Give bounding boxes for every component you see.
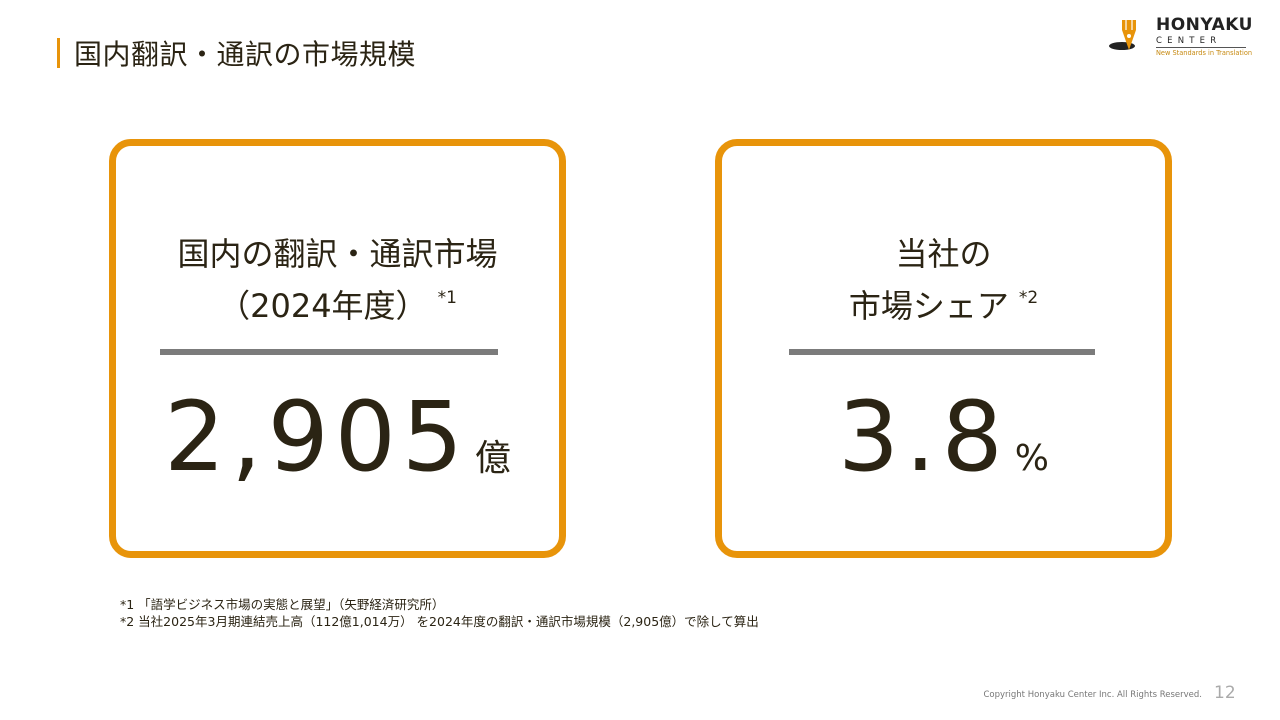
divider [160,349,498,355]
market-share-value: 3.8% [722,382,1165,514]
title-accent-bar [57,38,60,68]
divider [789,349,1095,355]
footnote-2: *2 当社2025年3月期連結売上高（112億1,014万） を2024年度の翻… [120,614,759,629]
value: 2,905 [164,381,469,493]
logo-rule [1156,47,1246,48]
footnote-1: *1 「語学ビジネス市場の実態と展望」（矢野経済研究所） [120,597,445,612]
page-title: 国内翻訳・通訳の市場規模 [74,38,417,71]
footnote-marker: *2 [1018,288,1039,308]
card-title: 国内の翻訳・通訳市場 （2024年度） *1 [116,228,559,338]
market-size-value: 2,905 億 [116,382,559,514]
card-title-line1: 当社の [895,235,992,273]
unit: % [1014,438,1049,479]
card-title-line2: （2024年度） [218,287,428,325]
value: 3.8 [838,381,1009,493]
footnote-marker: *1 [437,288,457,308]
company-logo: HONYAKU CENTER New Standards in Translat… [1108,16,1258,62]
logo-tagline: New Standards in Translation [1156,49,1253,57]
card-title: 当社の 市場シェア *2 [722,228,1165,338]
market-size-card: 国内の翻訳・通訳市場 （2024年度） *1 2,905 億 [109,139,566,558]
copyright: Copyright Honyaku Center Inc. All Rights… [983,690,1202,700]
card-title-line1: 国内の翻訳・通訳市場 [177,235,498,273]
pen-nib-icon [1109,20,1136,50]
logo-subtext: CENTER [1156,36,1222,46]
logo-text: HONYAKU [1156,15,1253,35]
card-title-line2: 市場シェア [848,287,1009,325]
page-number: 12 [1214,683,1236,703]
market-share-card: 当社の 市場シェア *2 3.8% [715,139,1172,558]
unit: 億 [474,438,511,479]
